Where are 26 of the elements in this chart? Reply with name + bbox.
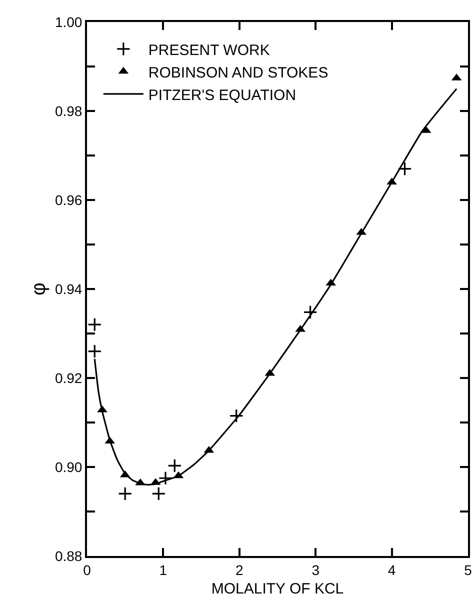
point bbox=[118, 486, 132, 501]
y-tick-label: 0.90 bbox=[54, 458, 82, 475]
y-tick-label: 0.94 bbox=[54, 280, 82, 297]
y-tick-label: 0.88 bbox=[54, 548, 82, 564]
point bbox=[158, 471, 173, 486]
x-tick-label: 5 bbox=[464, 562, 472, 578]
x-tick-label: 2 bbox=[236, 562, 244, 578]
y-tick-label: 0.98 bbox=[54, 102, 82, 119]
legend-label: PITZER'S EQUATION bbox=[148, 86, 296, 104]
x-tick-label: 0 bbox=[83, 562, 92, 578]
x-tick-label: 3 bbox=[312, 562, 320, 578]
y-tick-label: 0.96 bbox=[54, 192, 82, 208]
x-tick-label: 4 bbox=[388, 562, 396, 578]
point bbox=[88, 318, 102, 332]
legend-label: ROBINSON AND STOKES bbox=[148, 64, 328, 82]
y-tick-label: 1.00 bbox=[54, 14, 82, 30]
point bbox=[168, 458, 182, 473]
point bbox=[229, 408, 244, 423]
point bbox=[303, 305, 318, 320]
point bbox=[152, 486, 166, 501]
y-axis-title: φ bbox=[28, 282, 50, 296]
point bbox=[398, 162, 412, 176]
x-tick-label: 1 bbox=[159, 562, 168, 578]
y-tick-label: 0.92 bbox=[54, 370, 82, 386]
legend-label: PRESENT WORK bbox=[148, 42, 270, 59]
x-axis-title: MOLALITY OF KCL bbox=[211, 580, 344, 598]
